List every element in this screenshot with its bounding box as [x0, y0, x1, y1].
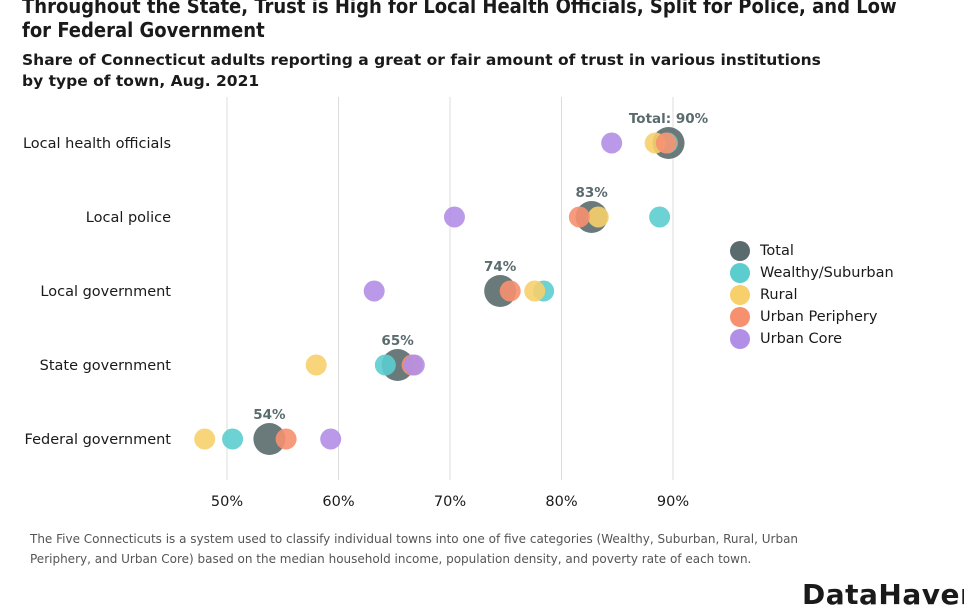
x-tick-label: 60%	[322, 494, 354, 510]
dot-urban-periphery	[499, 280, 521, 302]
dot-total	[253, 423, 286, 455]
total-data-label: 54%	[253, 407, 286, 423]
dot-rural	[587, 206, 609, 228]
dot-urban-periphery	[275, 428, 297, 450]
legend-label: Urban Periphery	[760, 309, 878, 325]
legend-item: Total	[730, 240, 894, 262]
dot-rural	[194, 428, 216, 450]
y-category-label: State government	[40, 358, 172, 374]
footnote: The Five Connecticuts is a system used t…	[30, 532, 799, 566]
y-category-label: Local health officials	[23, 136, 171, 152]
legend-swatch	[730, 329, 750, 349]
legend-swatch	[730, 307, 750, 327]
x-tick-label: 50%	[211, 494, 243, 510]
y-category-label: Local police	[86, 210, 171, 226]
x-tick-label: 70%	[434, 494, 466, 510]
dot-plot: 50% 60% 70% 80% 90% Local health officials Loc…	[23, 97, 709, 510]
dot-urban-core	[403, 354, 425, 376]
legend-label: Total	[760, 243, 794, 259]
dot-urban-core	[443, 206, 465, 228]
dot-urban-core	[363, 280, 385, 302]
legend: Total Wealthy/Suburban Rural Urban Peripher…	[730, 240, 894, 350]
chart-title: Throughout the State, Trust is High for …	[22, 0, 897, 42]
total-data-label: 74%	[484, 259, 517, 275]
y-category-label: Federal government	[25, 432, 172, 448]
legend-item: Urban Periphery	[730, 306, 894, 328]
total-data-label: Total: 90%	[629, 111, 709, 127]
legend-label: Wealthy/Suburban	[760, 265, 894, 281]
dot-urban-core	[601, 132, 623, 154]
x-tick-label: 90%	[657, 494, 689, 510]
dot-wealthy-suburban	[374, 354, 396, 376]
total-data-label: 83%	[575, 185, 608, 201]
legend-item: Rural	[730, 284, 894, 306]
legend-swatch	[730, 241, 750, 261]
legend-swatch	[730, 263, 750, 283]
x-tick-label: 80%	[545, 494, 577, 510]
dot-urban-periphery	[655, 132, 677, 154]
y-category-label: Local government	[40, 284, 171, 300]
dot-urban-core	[320, 428, 342, 450]
total-data-label: 65%	[381, 333, 414, 349]
brand-logo: DataHaven	[802, 578, 964, 611]
legend-label: Urban Core	[760, 331, 843, 347]
legend-item: Urban Core	[730, 328, 894, 350]
dot-rural	[524, 280, 546, 302]
dot-wealthy-suburban	[222, 428, 244, 450]
legend-swatch	[730, 285, 750, 305]
legend-label: Rural	[760, 287, 798, 303]
dot-urban-periphery	[568, 206, 590, 228]
dot-wealthy-suburban	[649, 206, 671, 228]
legend-item: Wealthy/Suburban	[730, 262, 894, 284]
chart-subtitle: Share of Connecticut adults reporting a …	[22, 51, 821, 90]
dot-rural	[305, 354, 327, 376]
